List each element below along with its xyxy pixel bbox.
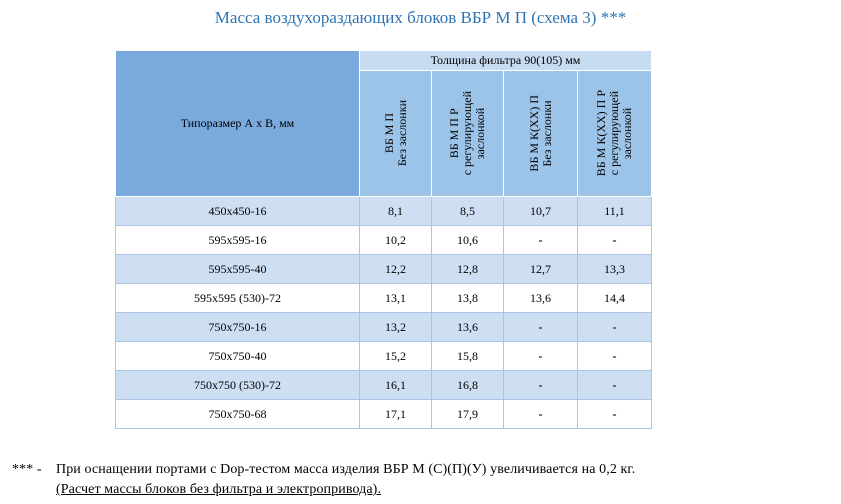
column-header-label: ВБ М П Р с регулирующей заслонкой bbox=[447, 91, 487, 176]
table-row: 750х750-68 17,1 17,9- - bbox=[115, 399, 652, 429]
size-header: Типоразмер А х В, мм bbox=[115, 50, 360, 197]
table-row: 595х595-40 12,2 12,8 12,7 13,3 bbox=[115, 254, 652, 284]
mass-cell: 12,7 bbox=[503, 254, 578, 284]
mass-cell: 14,4 bbox=[577, 283, 652, 313]
header-row-2: ВБ М П Без заслонки ВБ М П Р с регулирую… bbox=[116, 70, 652, 197]
table-row: 595х595 (530)-72 13,1 13,8 13,6 14,4 bbox=[115, 283, 652, 313]
mass-cell: - bbox=[577, 399, 652, 429]
mass-cell: 8,1 bbox=[359, 196, 432, 226]
mass-cell: 13,6 bbox=[431, 312, 504, 342]
column-header: ВБ М К(ХХ) П Р с регулирующей заслонкой bbox=[577, 70, 652, 197]
size-cell: 750х750-16 bbox=[115, 312, 360, 342]
mass-cell: 12,8 bbox=[431, 254, 504, 284]
footnote-line-1: *** - При оснащении портами с Dop-тестом … bbox=[12, 460, 832, 480]
mass-cell: 10,7 bbox=[503, 196, 578, 226]
mass-cell: - bbox=[503, 312, 578, 342]
footnote-text: При оснащении портами с Dop-тестом масса… bbox=[56, 462, 636, 477]
mass-cell: 17,9 bbox=[431, 399, 504, 429]
column-header: ВБ М П Р с регулирующей заслонкой bbox=[431, 70, 504, 197]
mass-cell: - bbox=[503, 341, 578, 371]
column-header-label: ВБ М К(ХХ) П Р с регулирующей заслонкой bbox=[594, 90, 634, 177]
table-row: 750х750 (530)-72 16,1 16,8- - bbox=[115, 370, 652, 400]
page-title: Масса воздухораздающих блоков ВБР М П (с… bbox=[214, 8, 627, 27]
mass-cell: - bbox=[577, 341, 652, 371]
mass-cell: 10,2 bbox=[359, 225, 432, 255]
size-cell: 750х750-68 bbox=[115, 399, 360, 429]
mass-cell: - bbox=[503, 370, 578, 400]
mass-cell: 13,3 bbox=[577, 254, 652, 284]
size-cell: 750х750 (530)-72 bbox=[115, 370, 360, 400]
size-cell: 750х750-40 bbox=[115, 341, 360, 371]
table-row: 750х750-40 15,2 15,8- - bbox=[115, 341, 652, 371]
size-cell: 595х595-16 bbox=[115, 225, 360, 255]
mass-cell: 15,8 bbox=[431, 341, 504, 371]
size-cell: 595х595 (530)-72 bbox=[115, 283, 360, 313]
table-row: 595х595-16 10,2 10,6- - bbox=[115, 225, 652, 255]
size-cell: 595х595-40 bbox=[115, 254, 360, 284]
mass-cell: - bbox=[577, 225, 652, 255]
footnote-mark: *** - bbox=[12, 462, 42, 477]
footnote-line-2: (Расчет массы блоков без фильтра и элект… bbox=[56, 482, 382, 497]
mass-cell: 17,1 bbox=[359, 399, 432, 429]
mass-table: Типоразмер А х В, мм Толщина фильтра 90(… bbox=[115, 50, 652, 429]
mass-cell: 16,8 bbox=[431, 370, 504, 400]
thickness-header: Толщина фильтра 90(105) мм bbox=[359, 50, 652, 71]
mass-cell: 13,8 bbox=[431, 283, 504, 313]
mass-cell: 10,6 bbox=[431, 225, 504, 255]
mass-cell: 8,5 bbox=[431, 196, 504, 226]
table-row: 450х450-16 8,1 8,5 10,7 11,1 bbox=[115, 196, 652, 226]
mass-cell: - bbox=[577, 312, 652, 342]
mass-cell: 16,1 bbox=[359, 370, 432, 400]
mass-cell: - bbox=[577, 370, 652, 400]
footnote: *** - При оснащении портами с Dop-тестом … bbox=[12, 460, 832, 500]
header-row-1: Типоразмер А х В, мм Толщина фильтра 90(… bbox=[115, 50, 652, 197]
mass-cell: 13,2 bbox=[359, 312, 432, 342]
column-header-label: ВБ М К(ХХ) П Без заслонки bbox=[526, 95, 554, 172]
column-header-label: ВБ М П Без заслонки bbox=[381, 100, 409, 167]
mass-cell: - bbox=[503, 399, 578, 429]
mass-cell: 11,1 bbox=[577, 196, 652, 226]
mass-cell: 13,6 bbox=[503, 283, 578, 313]
table-row: 750х750-16 13,2 13,6- - bbox=[115, 312, 652, 342]
mass-cell: 13,1 bbox=[359, 283, 432, 313]
mass-cell: 15,2 bbox=[359, 341, 432, 371]
column-header: ВБ М П Без заслонки bbox=[359, 70, 432, 197]
size-cell: 450х450-16 bbox=[115, 196, 360, 226]
column-header: ВБ М К(ХХ) П Без заслонки bbox=[503, 70, 578, 197]
mass-cell: 12,2 bbox=[359, 254, 432, 284]
mass-cell: - bbox=[503, 225, 578, 255]
